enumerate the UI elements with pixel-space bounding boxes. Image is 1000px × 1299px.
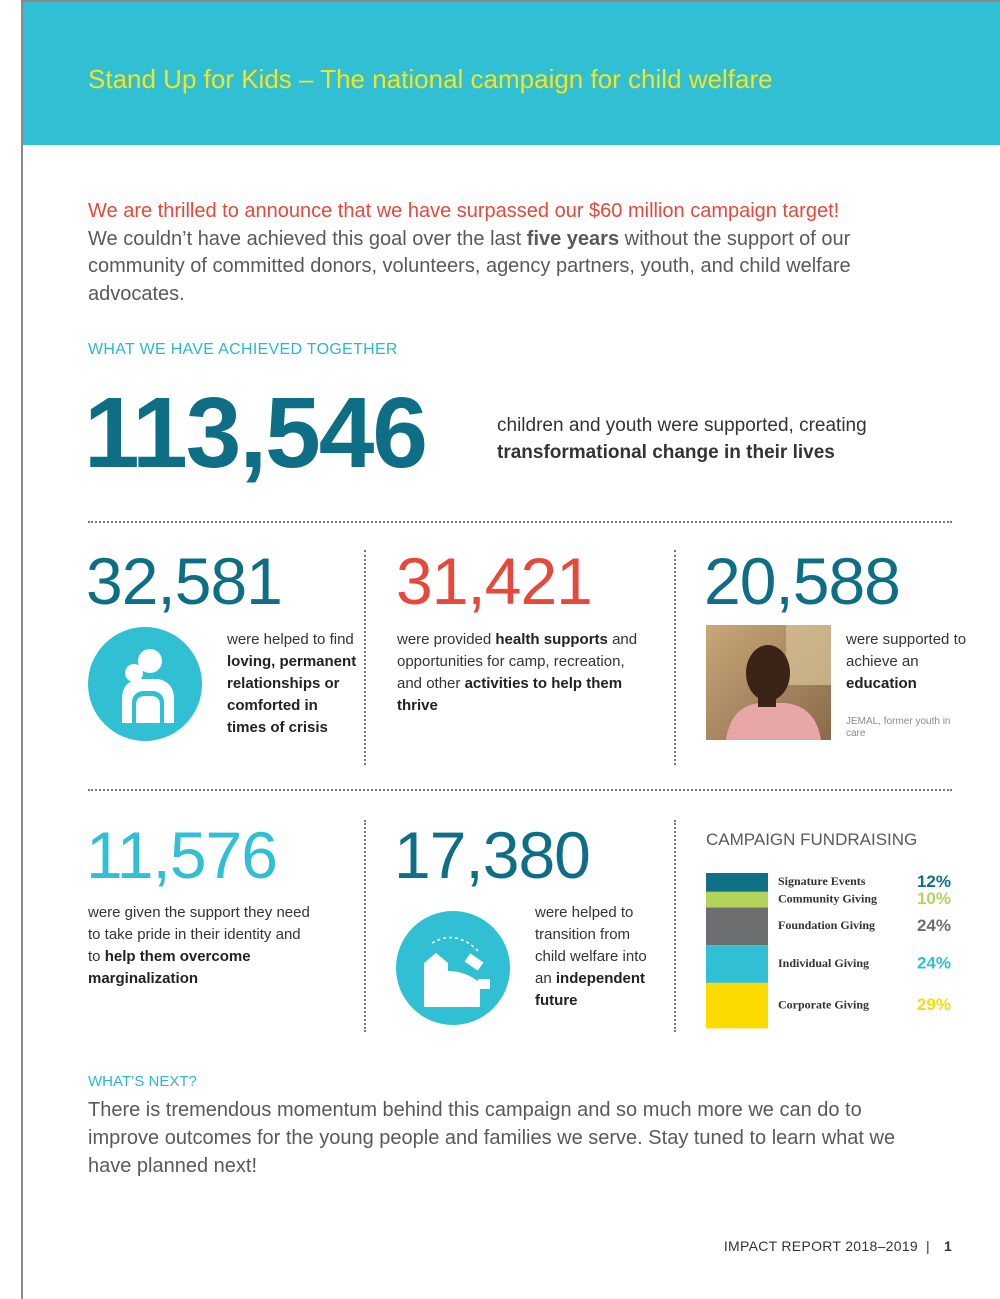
segment-value: 24% — [917, 916, 951, 935]
bold-text: education — [846, 675, 917, 692]
text: children and youth were supported, creat… — [497, 415, 867, 436]
page-edge — [21, 0, 23, 1299]
divider — [674, 820, 676, 1032]
fundraising-chart: Signature Events 12% Community Giving 10% Fo… — [700, 868, 960, 1034]
footer-separator: | — [926, 1238, 930, 1254]
stat-number: 17,380 — [394, 820, 590, 890]
stat-number: 32,581 — [86, 546, 282, 616]
segment-value: 12% — [917, 872, 951, 891]
photo — [706, 625, 831, 740]
bar-segment — [706, 945, 768, 983]
stat-text: were helped to transition from child wel… — [535, 902, 650, 1012]
transition-icon — [396, 911, 510, 1025]
divider — [674, 550, 676, 765]
bar-segment — [706, 892, 768, 908]
text: were helped to find — [227, 631, 354, 648]
footer-report: IMPACT REPORT 2018–2019 — [724, 1238, 918, 1254]
bar-segment — [706, 983, 768, 1029]
section-heading: WHAT’S NEXT? — [88, 1073, 197, 1090]
stat-number: 20,588 — [704, 546, 900, 616]
bar-segment — [706, 908, 768, 946]
bar-segment — [706, 873, 768, 892]
stat-text: were helped to find loving, permanent re… — [227, 629, 359, 739]
segment-label: Corporate Giving — [778, 997, 869, 1011]
bold-text: transformational change in their lives — [497, 442, 835, 463]
divider — [88, 521, 952, 523]
divider — [364, 820, 366, 1032]
page-number: 1 — [944, 1238, 952, 1254]
bold-text: health supports — [495, 631, 608, 648]
bold-text: loving, permanent relationships or comfo… — [227, 653, 356, 736]
big-number: 113,546 — [84, 378, 426, 488]
segment-label: Individual Giving — [778, 956, 869, 970]
segment-value: 29% — [917, 995, 951, 1014]
fundraising-heading: CAMPAIGN FUNDRAISING — [706, 830, 917, 850]
segment-label: Community Giving — [778, 891, 877, 905]
bold-text: help them overcome marginalization — [88, 948, 251, 987]
intro-text: We couldn’t have achieved this goal over… — [88, 228, 527, 250]
stat-number: 31,421 — [396, 546, 592, 616]
segment-value: 24% — [917, 954, 951, 973]
page: Stand Up for Kids – The national campaig… — [0, 0, 1000, 1299]
intro-highlight: We are thrilled to announce that we have… — [88, 198, 938, 226]
segment-label: Foundation Giving — [778, 918, 875, 932]
next-text: There is tremendous momentum behind this… — [88, 1096, 938, 1180]
divider — [88, 789, 952, 791]
intro: We are thrilled to announce that we have… — [88, 198, 938, 308]
stat-number: 11,576 — [86, 820, 277, 890]
big-text: children and youth were supported, creat… — [497, 412, 967, 466]
family-icon — [88, 627, 202, 741]
divider — [364, 550, 366, 765]
intro-bold: five years — [527, 228, 619, 250]
photo-caption: JEMAL, former youth in care — [846, 716, 961, 740]
stat-text: were given the support they need to take… — [88, 902, 313, 990]
section-heading: WHAT WE HAVE ACHIEVED TOGETHER — [88, 341, 398, 359]
text: were supported to achieve an — [846, 631, 966, 670]
text: were provided — [397, 631, 495, 648]
segment-value: 10% — [917, 889, 951, 908]
stat-text: were supported to achieve an education — [846, 629, 971, 695]
segment-label: Signature Events — [778, 874, 866, 888]
header-title: Stand Up for Kids – The national campaig… — [88, 64, 773, 95]
stat-text: were provided health supports and opport… — [397, 629, 647, 717]
